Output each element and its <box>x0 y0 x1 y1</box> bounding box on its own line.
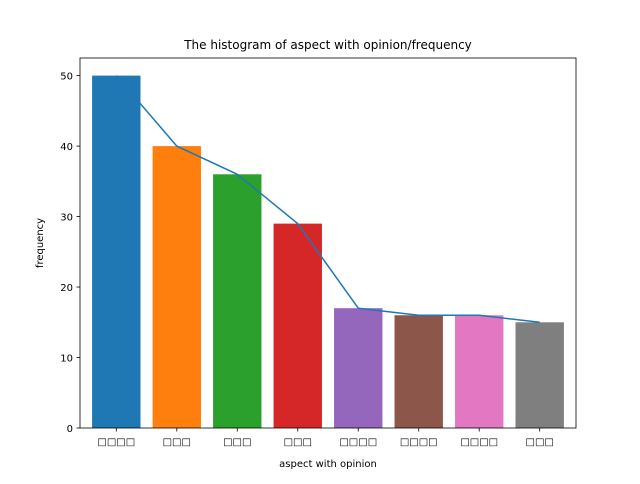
x-tick-label: □□□□ <box>400 437 438 448</box>
trend-line-group <box>115 75 540 324</box>
x-axis: □□□□ □□□ □□□ □□□ □□□□ □□□□ □□□□ □□□ <box>97 428 554 448</box>
x-tick-label: □□□ <box>526 437 554 448</box>
bar <box>394 315 443 428</box>
x-tick-label: □□□ <box>223 437 251 448</box>
bar <box>92 75 141 428</box>
x-tick-label: □□□ <box>284 437 312 448</box>
bar <box>152 146 201 428</box>
chart-title: The histogram of aspect with opinion/fre… <box>183 38 472 52</box>
y-tick-label: 50 <box>60 72 73 83</box>
x-tick-label: □□□ <box>163 437 191 448</box>
y-axis-label: frequency <box>35 218 46 268</box>
bar <box>334 308 383 428</box>
x-tick-label: □□□□ <box>460 437 498 448</box>
y-tick-label: 0 <box>67 424 73 435</box>
bar <box>213 174 262 428</box>
trend-line <box>115 75 540 324</box>
y-tick-label: 20 <box>60 283 73 294</box>
x-axis-label: aspect with opinion <box>279 459 377 470</box>
y-tick-label: 40 <box>60 142 73 153</box>
x-tick-label: □□□□ <box>97 437 135 448</box>
bar <box>273 223 322 428</box>
x-tick-label: □□□□ <box>339 437 377 448</box>
y-axis: 0 10 20 30 40 50 <box>60 72 80 435</box>
bars-group <box>92 75 564 428</box>
y-tick-label: 10 <box>60 354 73 365</box>
y-tick-label: 30 <box>60 213 73 224</box>
bar <box>515 322 564 428</box>
bar <box>455 315 504 428</box>
plot-area-frame <box>79 57 577 429</box>
